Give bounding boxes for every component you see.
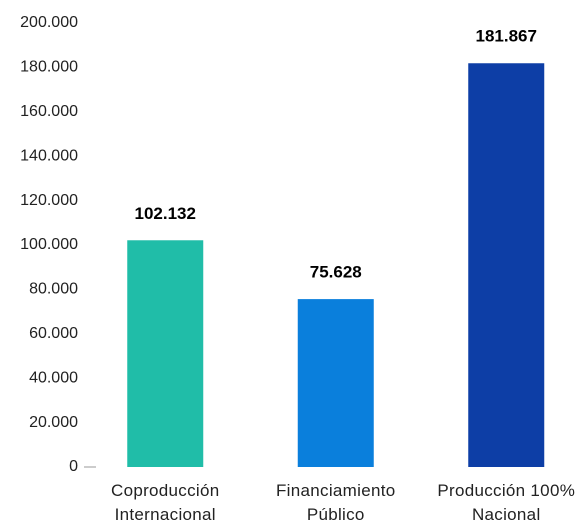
value-label: 181.867 bbox=[476, 27, 537, 46]
y-tick-label: 140.000 bbox=[20, 147, 78, 164]
bar bbox=[127, 240, 204, 467]
y-tick-label: 100.000 bbox=[20, 236, 78, 253]
y-tick-label: 60.000 bbox=[29, 325, 78, 342]
x-tick-label: Coproducción Internacional bbox=[111, 481, 220, 524]
x-tick-label: Financiamiento Público bbox=[276, 481, 396, 524]
y-tick-label: 20.000 bbox=[29, 414, 78, 431]
x-tick-label: Producción 100% Nacional bbox=[437, 481, 576, 524]
y-tick-label: 160.000 bbox=[20, 103, 78, 120]
y-tick-label: 80.000 bbox=[29, 281, 78, 298]
y-tick-label: 180.000 bbox=[20, 59, 78, 76]
y-tick-label: 200.000 bbox=[20, 14, 78, 31]
value-label: 75.628 bbox=[310, 263, 362, 282]
y-tick-label: 40.000 bbox=[29, 369, 78, 386]
y-tick-label: 0 bbox=[69, 458, 78, 475]
bar bbox=[468, 63, 545, 468]
value-label: 102.132 bbox=[135, 204, 196, 223]
y-tick-label: 120.000 bbox=[20, 192, 78, 209]
bar bbox=[297, 299, 374, 467]
